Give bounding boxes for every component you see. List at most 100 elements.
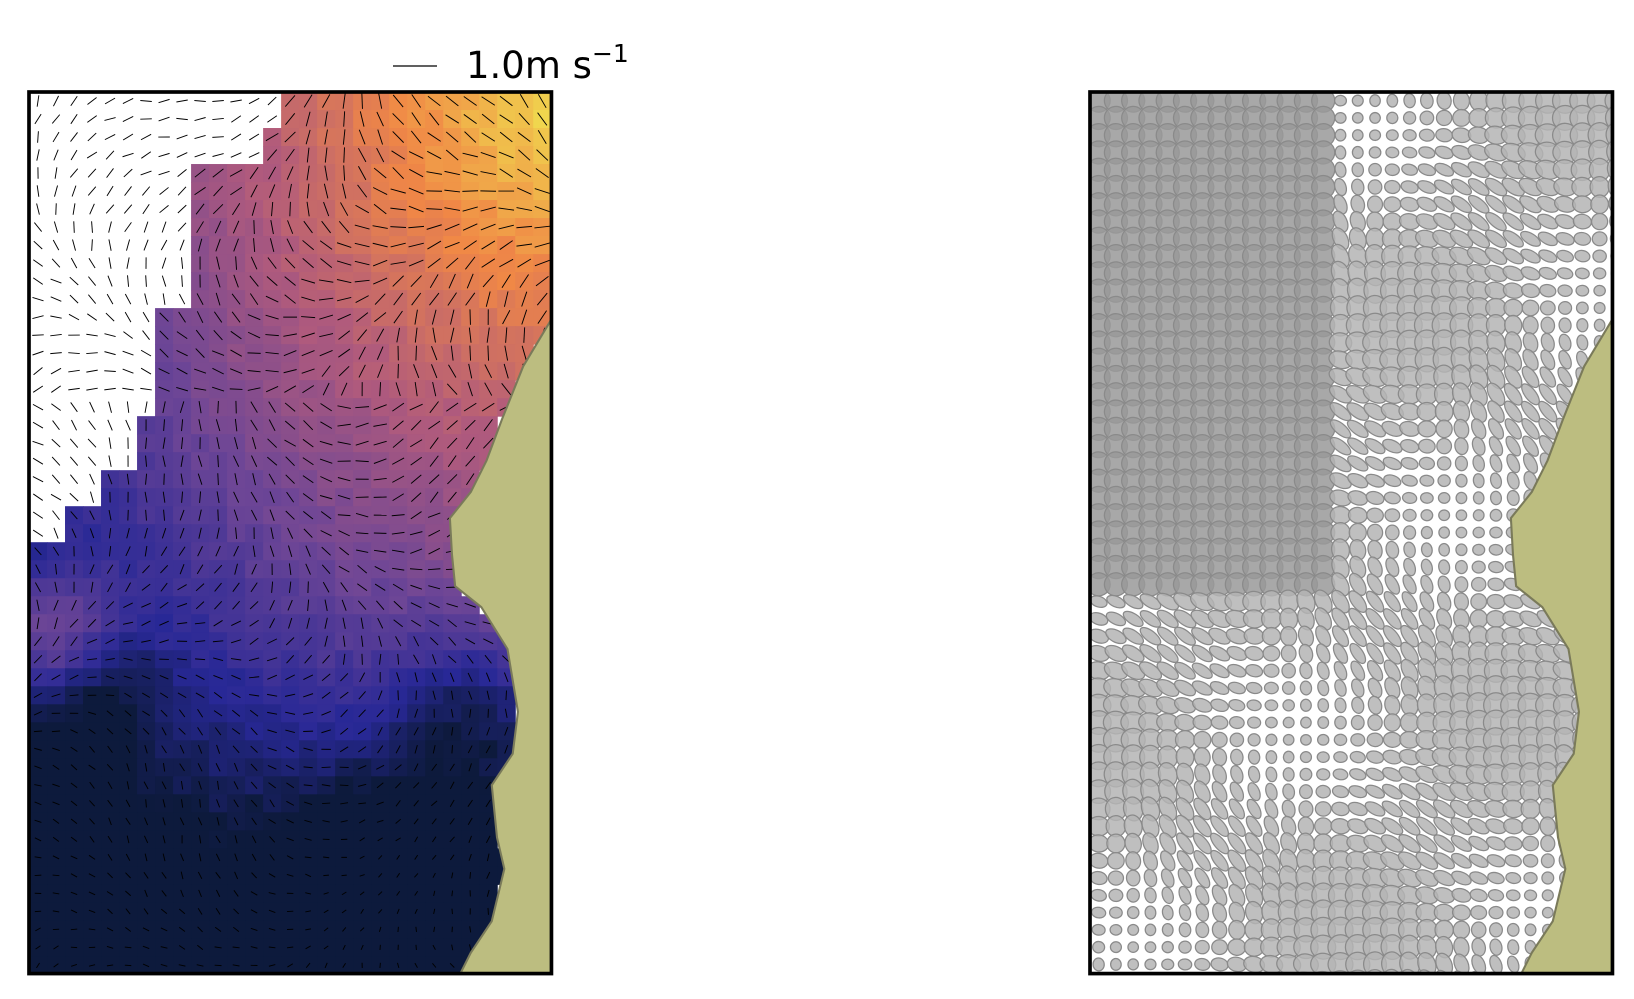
arrow	[178, 945, 186, 950]
arrow	[267, 747, 277, 752]
arrow	[104, 370, 116, 372]
arrow	[268, 818, 276, 824]
ellipse	[1227, 663, 1247, 678]
ellipse	[1489, 938, 1503, 956]
arrow	[159, 639, 169, 644]
arrow	[176, 331, 188, 340]
ellipse	[1161, 904, 1174, 921]
ellipse	[1403, 541, 1416, 559]
arrow	[321, 784, 331, 787]
arrow	[52, 546, 60, 556]
arrow	[122, 387, 134, 391]
arrow	[469, 872, 471, 879]
arrow	[481, 96, 496, 106]
arrow	[286, 238, 294, 252]
arrow	[376, 111, 384, 127]
arrow	[144, 545, 148, 557]
arrow	[69, 618, 79, 628]
arrow	[87, 168, 97, 178]
arrow	[285, 474, 295, 484]
ellipse	[1156, 679, 1180, 697]
ellipse	[1489, 490, 1503, 506]
ellipse	[1487, 400, 1505, 423]
arrow	[214, 946, 222, 949]
arrow	[395, 745, 401, 754]
arrow	[338, 221, 350, 234]
arrow	[430, 800, 438, 807]
arrow	[251, 817, 257, 826]
frame	[27, 90, 554, 976]
arrow	[52, 420, 60, 431]
arrow	[233, 817, 239, 826]
arrow	[34, 784, 42, 787]
arrow	[339, 746, 349, 753]
arrow	[410, 602, 422, 609]
ellipse	[1506, 471, 1520, 490]
arrow	[234, 853, 238, 862]
arrow	[145, 473, 148, 485]
arrow	[302, 438, 314, 448]
arrow	[68, 369, 80, 373]
arrow	[341, 183, 347, 199]
arrow	[51, 456, 61, 466]
arrow	[268, 873, 276, 878]
arrow	[340, 727, 349, 735]
arrow	[89, 564, 95, 575]
arrow	[410, 548, 423, 554]
arrow	[286, 782, 295, 789]
arrow	[360, 617, 364, 629]
arrow	[51, 730, 61, 733]
ellipse	[1502, 247, 1525, 265]
arrow	[286, 166, 294, 180]
ellipse	[1351, 129, 1364, 142]
arrow	[267, 115, 278, 123]
arrow	[161, 745, 167, 754]
arrow	[483, 419, 493, 432]
arrow	[160, 565, 169, 574]
ellipse	[1247, 749, 1261, 765]
arrow	[414, 708, 419, 718]
arrow	[197, 727, 204, 736]
arrow	[523, 327, 526, 343]
arrow	[450, 708, 454, 718]
arrow	[287, 599, 293, 611]
ellipse	[1350, 733, 1366, 747]
arrow	[142, 727, 150, 735]
arrow	[52, 801, 60, 806]
ellipse	[1385, 129, 1399, 142]
arrow	[537, 112, 548, 126]
arrow	[161, 275, 167, 287]
arrow	[52, 764, 60, 770]
arrow	[319, 314, 334, 320]
arrow	[320, 403, 333, 412]
arrow	[104, 117, 116, 121]
arrow	[428, 585, 441, 590]
ellipse	[1450, 852, 1472, 869]
arrow	[342, 93, 346, 109]
arrow	[52, 239, 60, 251]
ellipse	[1350, 660, 1366, 681]
arrow	[178, 908, 186, 915]
arrow	[144, 293, 148, 305]
arrow	[397, 653, 400, 665]
arrow	[462, 190, 479, 192]
arrow	[251, 455, 258, 467]
arrow	[390, 226, 407, 228]
arrow	[485, 817, 491, 826]
arrow	[394, 764, 402, 771]
arrow	[198, 889, 202, 898]
arrow	[160, 964, 168, 967]
ellipse	[1317, 698, 1330, 713]
arrow	[88, 873, 96, 878]
arrow	[303, 766, 313, 769]
arrow	[466, 473, 475, 486]
arrow	[414, 309, 418, 325]
arrow	[217, 455, 219, 468]
arrow	[340, 820, 348, 823]
arrow	[141, 620, 151, 627]
arrow	[267, 711, 278, 715]
arrow	[446, 420, 458, 431]
arrow	[68, 352, 80, 355]
ellipse	[1364, 420, 1387, 438]
arrow	[162, 437, 166, 449]
